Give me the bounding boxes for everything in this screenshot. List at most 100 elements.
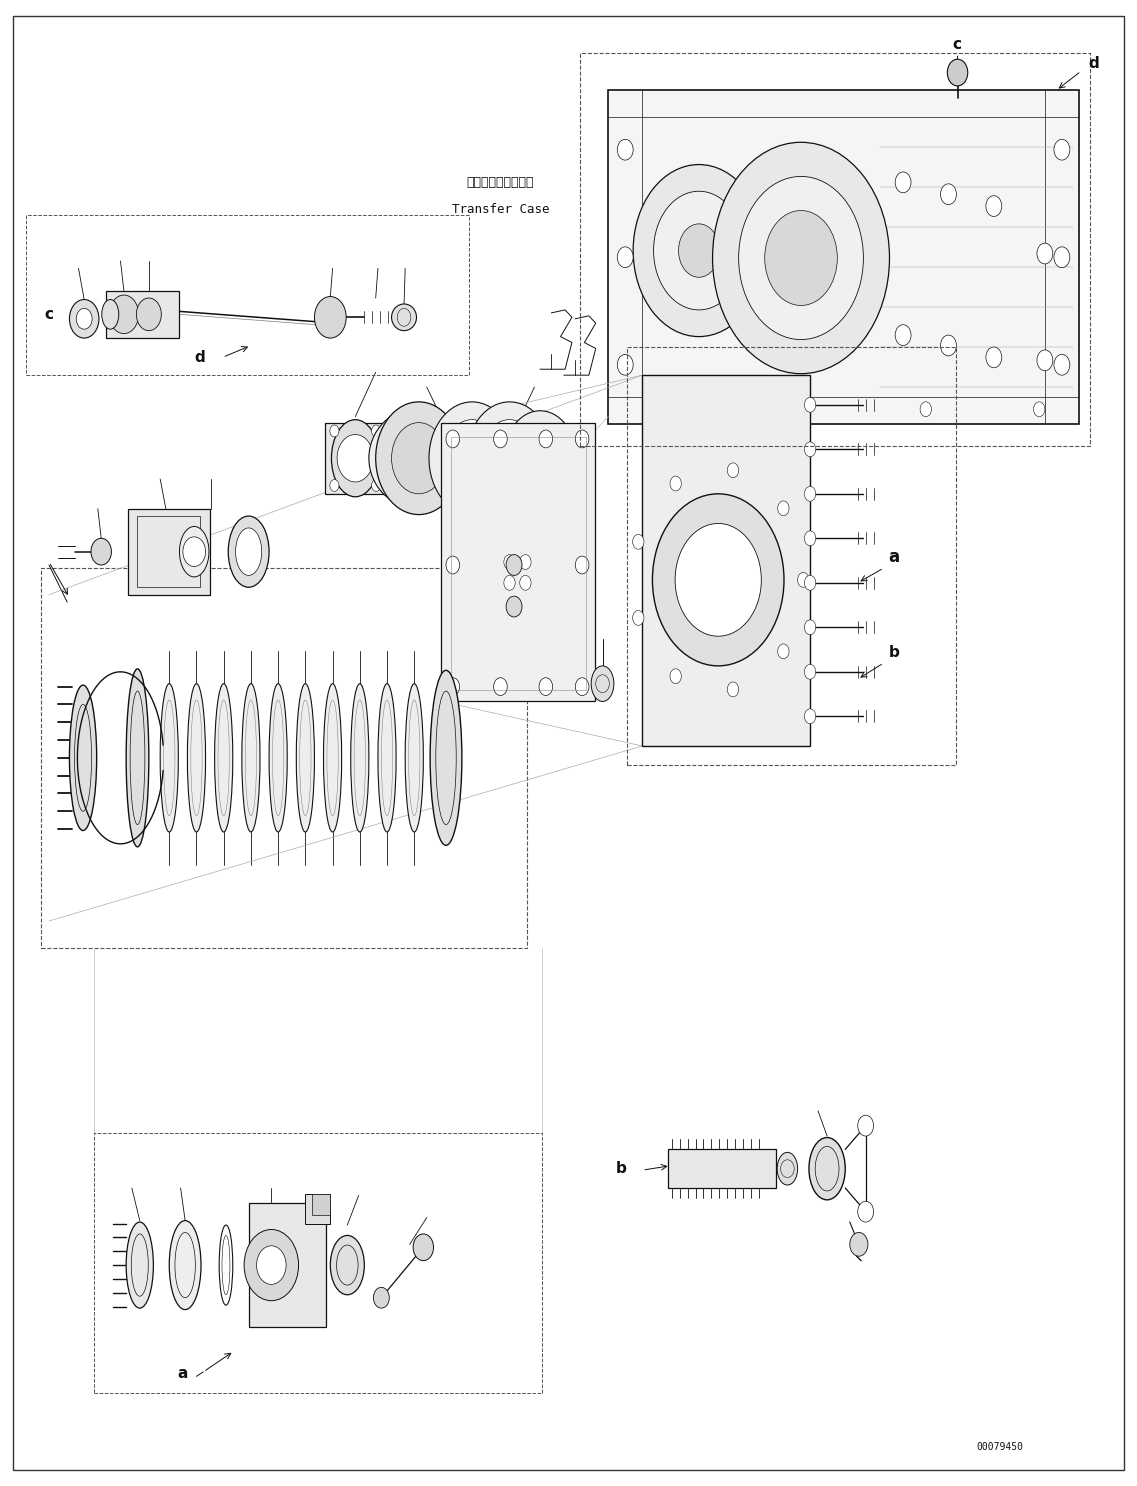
Circle shape [675, 523, 762, 636]
Ellipse shape [591, 666, 614, 701]
Text: トランスファケース: トランスファケース [466, 175, 534, 189]
Circle shape [76, 309, 92, 330]
Bar [249, 1202, 326, 1327]
Text: a: a [177, 1366, 188, 1380]
Circle shape [493, 429, 507, 447]
Circle shape [183, 536, 206, 566]
Ellipse shape [331, 1235, 364, 1294]
Bar [628, 346, 956, 765]
Ellipse shape [269, 684, 288, 832]
Circle shape [778, 643, 789, 658]
Ellipse shape [188, 684, 206, 832]
Circle shape [539, 429, 553, 447]
Circle shape [804, 441, 815, 456]
Circle shape [804, 575, 815, 590]
Circle shape [330, 425, 339, 437]
Bar [106, 291, 180, 339]
Bar [450, 437, 586, 690]
Ellipse shape [391, 305, 416, 331]
Circle shape [804, 397, 815, 412]
Circle shape [773, 401, 785, 416]
Circle shape [330, 480, 339, 492]
Circle shape [1054, 354, 1070, 374]
Circle shape [1054, 140, 1070, 160]
Circle shape [504, 554, 515, 569]
Circle shape [539, 678, 553, 695]
Circle shape [804, 709, 815, 724]
Bar [306, 1193, 331, 1223]
Circle shape [506, 596, 522, 617]
Circle shape [713, 143, 889, 373]
Circle shape [337, 434, 373, 481]
Bar [669, 1149, 777, 1187]
Circle shape [1037, 349, 1053, 370]
Ellipse shape [169, 1220, 201, 1309]
Text: d: d [194, 349, 205, 364]
Bar [441, 422, 595, 701]
Circle shape [413, 1233, 433, 1260]
Ellipse shape [297, 684, 315, 832]
Bar [138, 516, 200, 587]
Circle shape [493, 678, 507, 695]
Circle shape [575, 429, 589, 447]
Bar [325, 422, 387, 493]
Circle shape [895, 325, 911, 346]
Bar [580, 53, 1090, 446]
Text: c: c [952, 37, 961, 52]
Circle shape [429, 401, 515, 514]
Circle shape [940, 184, 956, 205]
Text: b: b [888, 645, 899, 660]
Circle shape [617, 354, 633, 374]
Ellipse shape [215, 684, 233, 832]
Circle shape [804, 620, 815, 635]
Circle shape [244, 1229, 299, 1300]
Circle shape [372, 480, 381, 492]
Circle shape [372, 425, 381, 437]
Circle shape [1034, 401, 1045, 416]
Bar [41, 568, 526, 948]
Circle shape [653, 493, 785, 666]
Circle shape [920, 401, 931, 416]
Ellipse shape [368, 407, 468, 508]
Ellipse shape [102, 300, 118, 330]
Text: a: a [888, 548, 899, 566]
Circle shape [442, 419, 501, 496]
Circle shape [575, 556, 589, 574]
Circle shape [91, 538, 111, 565]
Ellipse shape [778, 1152, 798, 1184]
Ellipse shape [229, 516, 269, 587]
Ellipse shape [69, 685, 97, 831]
Bar [94, 1134, 542, 1392]
Circle shape [617, 247, 633, 267]
Circle shape [69, 300, 99, 339]
Circle shape [373, 1287, 389, 1308]
Circle shape [804, 664, 815, 679]
Circle shape [895, 172, 911, 193]
Ellipse shape [350, 684, 368, 832]
Bar [128, 508, 210, 594]
Bar [642, 374, 810, 746]
Circle shape [257, 1245, 287, 1284]
Circle shape [617, 140, 633, 160]
Circle shape [109, 296, 139, 334]
Ellipse shape [430, 670, 462, 846]
Circle shape [480, 419, 539, 496]
Circle shape [849, 1232, 868, 1256]
Circle shape [739, 177, 863, 340]
Circle shape [375, 401, 462, 514]
Ellipse shape [324, 684, 341, 832]
Circle shape [947, 59, 968, 86]
Circle shape [1037, 244, 1053, 265]
Circle shape [804, 531, 815, 545]
Circle shape [986, 346, 1002, 367]
Circle shape [728, 462, 739, 477]
Circle shape [804, 486, 815, 501]
Circle shape [728, 682, 739, 697]
Circle shape [632, 535, 644, 550]
Circle shape [679, 224, 720, 278]
Ellipse shape [126, 669, 149, 847]
Ellipse shape [332, 419, 379, 496]
Circle shape [857, 1201, 873, 1221]
Circle shape [517, 428, 563, 487]
Circle shape [506, 554, 522, 575]
